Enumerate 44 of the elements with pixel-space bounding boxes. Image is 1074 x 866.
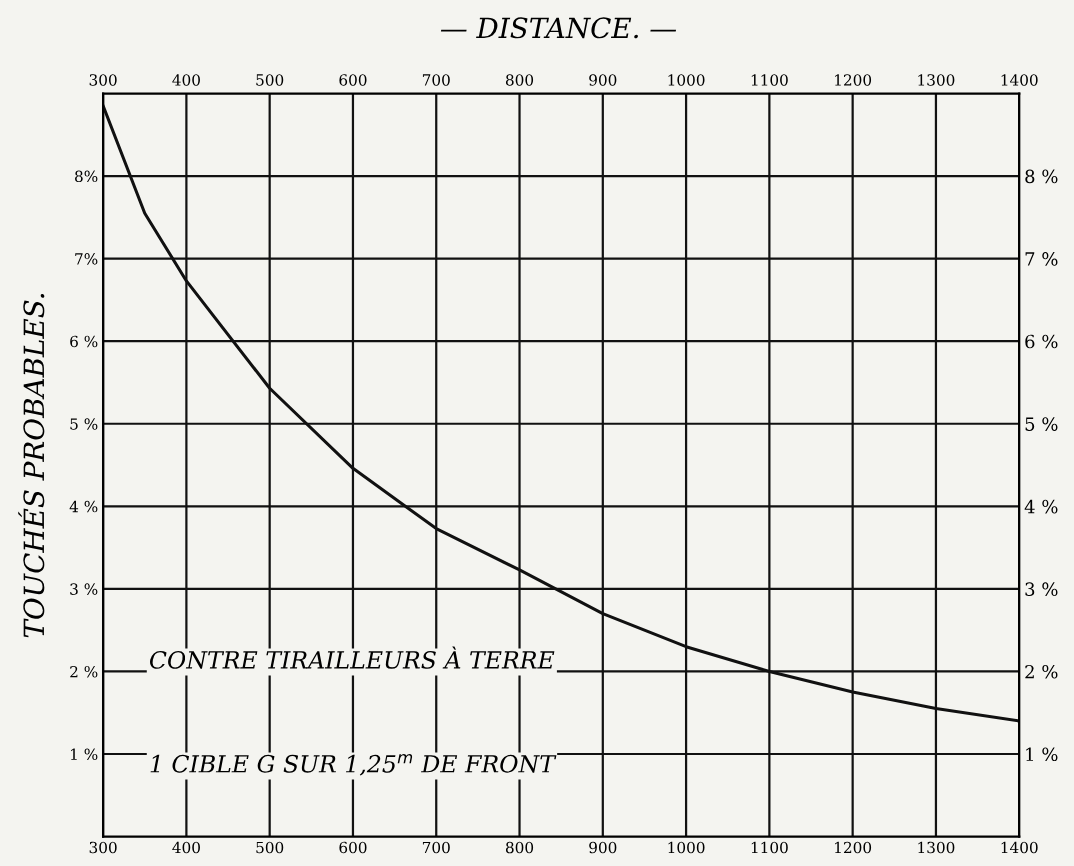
- y-tick-label: 4 %: [69, 500, 98, 513]
- y-tick-label: 2 %: [70, 665, 98, 678]
- y-tick-label: 7%: [75, 253, 98, 265]
- x2-tick-label: 300: [89, 74, 117, 86]
- y-tick-label: 5 %: [70, 418, 98, 430]
- x-tick-label: 900: [589, 841, 617, 854]
- x2-tick-label: 500: [256, 74, 284, 86]
- y2-tick-label: 7 %: [1025, 252, 1058, 266]
- x2-tick-label: 400: [172, 74, 200, 86]
- y-axis-title: TOUCHÉS PROBABLES.: [18, 294, 45, 638]
- y-tick-label: 3 %: [70, 583, 98, 595]
- x-tick-label: 1000: [668, 841, 705, 854]
- x-tick-label: 400: [172, 841, 200, 854]
- annotation: CONTRE TIRAILLEURS À TERRE: [150, 646, 555, 669]
- y2-tick-label: 5 %: [1025, 417, 1058, 431]
- x2-tick-label: 1300: [918, 74, 955, 86]
- y-tick-label: 1 %: [71, 748, 98, 761]
- x-tick-label: 1300: [918, 841, 955, 854]
- x2-tick-label: 900: [589, 74, 617, 86]
- y2-tick-label: 8 %: [1025, 169, 1058, 184]
- x-tick-label: 1200: [835, 841, 872, 854]
- y-tick-label: 6 %: [70, 335, 98, 348]
- x2-tick-label: 800: [505, 74, 534, 86]
- x-tick-label: 600: [339, 841, 367, 854]
- annotation: 1 CIBLE G SUR 1,25$^{m}$ DE FRONT: [150, 754, 557, 776]
- y2-tick-label: 1 %: [1026, 747, 1058, 762]
- x2-tick-label: 700: [422, 74, 450, 86]
- x-tick-label: 800: [505, 841, 534, 854]
- x-tick-label: 700: [422, 841, 450, 854]
- y2-tick-label: 2 %: [1025, 664, 1058, 679]
- x2-tick-label: 1400: [1001, 74, 1038, 86]
- x-tick-label: 500: [256, 841, 284, 854]
- chart-title: — DISTANCE. —: [440, 17, 677, 39]
- y2-tick-label: 6 %: [1025, 334, 1058, 349]
- x2-tick-label: 1200: [835, 74, 872, 86]
- x-tick-label: 1100: [751, 841, 788, 854]
- x2-tick-label: 1000: [668, 74, 705, 86]
- x-tick-label: 1400: [1001, 841, 1038, 854]
- x2-tick-label: 1100: [751, 74, 788, 86]
- y2-tick-label: 3 %: [1025, 582, 1058, 596]
- x2-tick-label: 600: [339, 74, 367, 86]
- y-tick-label: 8%: [75, 170, 98, 183]
- y2-tick-label: 4 %: [1024, 499, 1058, 514]
- x-tick-label: 300: [89, 841, 117, 854]
